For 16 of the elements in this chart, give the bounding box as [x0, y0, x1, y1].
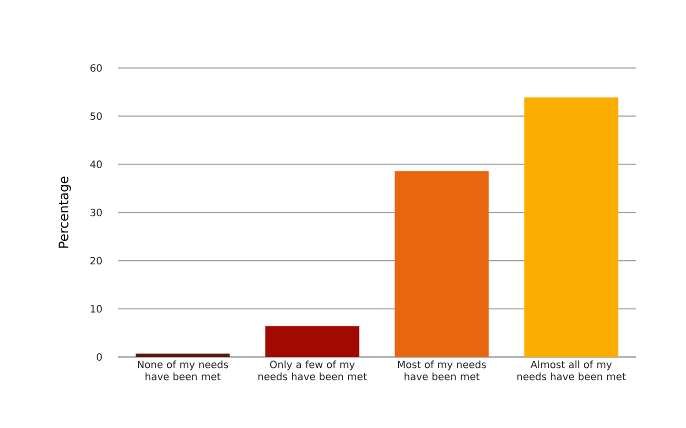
x-tick-label: Almost all of my needs have been met [517, 360, 626, 380]
x-tick-label: Only a few of my needs have been met [258, 360, 367, 380]
y-tick-label: 30 [90, 208, 102, 216]
bar [265, 326, 360, 357]
y-axis-title: Percentage [58, 176, 71, 248]
x-tick-label: Most of my needs have been met [398, 360, 486, 380]
bar [136, 354, 230, 357]
x-tick-label: None of my needs have been met [138, 360, 228, 380]
y-tick-label: 0 [96, 353, 102, 361]
y-tick-label: 50 [90, 112, 102, 120]
y-tick-label: 20 [90, 256, 102, 264]
y-tick-label: 40 [90, 160, 102, 168]
y-tick-label: 60 [90, 64, 102, 72]
bar [524, 97, 618, 357]
bar [394, 171, 489, 357]
y-tick-label: 10 [90, 305, 102, 313]
